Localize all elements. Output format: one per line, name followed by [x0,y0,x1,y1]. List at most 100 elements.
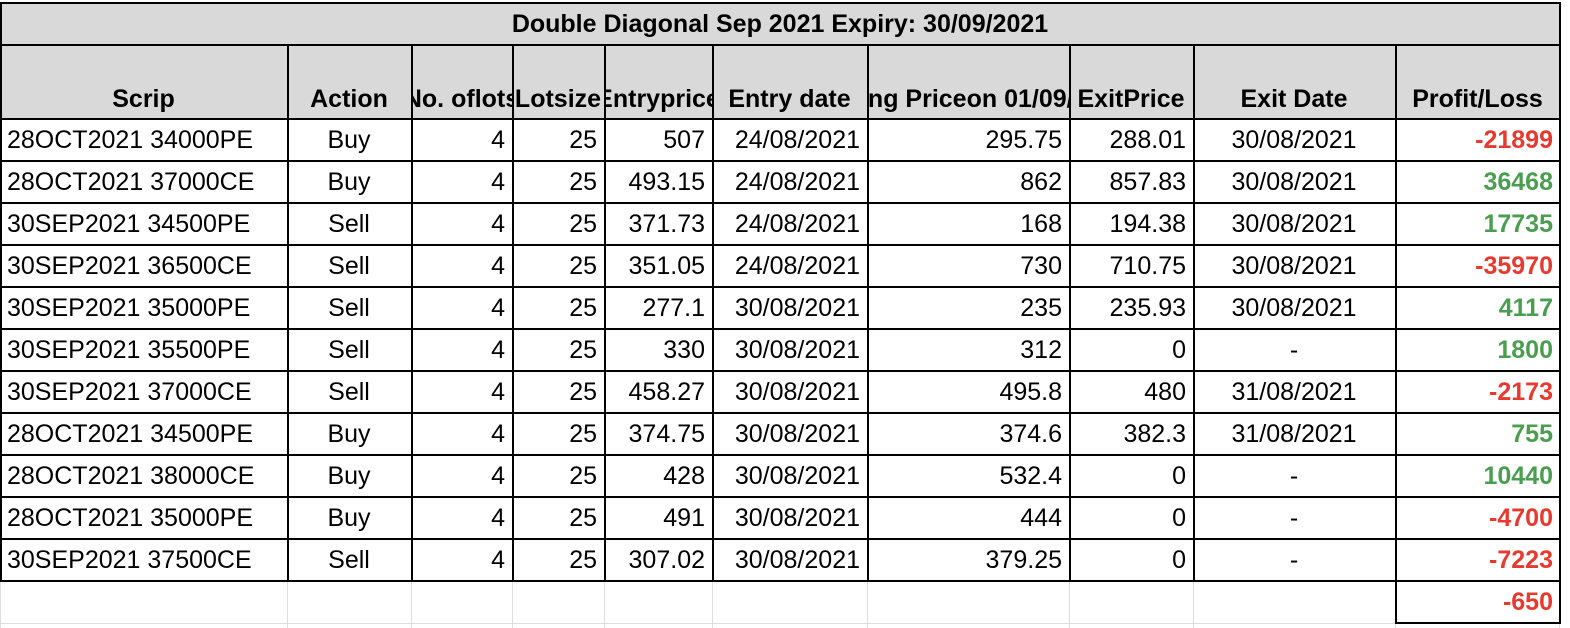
table-cell-exit-price[interactable]: 0 [1069,497,1193,539]
table-cell-scrip[interactable]: 30SEP2021 37000CE [0,371,287,413]
table-cell-entry-date[interactable]: 30/08/2021 [712,539,867,581]
table-cell-lots[interactable]: 4 [411,497,512,539]
table-cell-closing[interactable]: 730 [867,245,1069,287]
table-cell-lots[interactable]: 4 [411,329,512,371]
table-cell-scrip[interactable]: 28OCT2021 34500PE [0,413,287,455]
table-cell-action[interactable]: Sell [287,539,411,581]
table-cell-exit-date[interactable]: 30/08/2021 [1193,245,1395,287]
table-cell-pl[interactable]: -7223 [1395,539,1560,581]
table-cell-action[interactable]: Sell [287,371,411,413]
table-cell-closing[interactable]: 495.8 [867,371,1069,413]
table-cell-entry-price[interactable]: 351.05 [604,245,712,287]
table-cell-pl[interactable]: 755 [1395,413,1560,455]
table-cell-scrip[interactable]: 28OCT2021 34000PE [0,119,287,161]
table-cell-exit-price[interactable]: 0 [1069,455,1193,497]
table-cell-action[interactable]: Sell [287,245,411,287]
table-cell-entry-price[interactable]: 493.15 [604,161,712,203]
table-cell-entry-price[interactable]: 371.73 [604,203,712,245]
table-cell-closing[interactable]: 532.4 [867,455,1069,497]
table-cell-entry-date[interactable]: 24/08/2021 [712,161,867,203]
header-entry-date[interactable]: Entry date [712,45,867,119]
table-cell-exit-date[interactable]: - [1193,329,1395,371]
table-cell-lots[interactable]: 4 [411,371,512,413]
table-cell-exit-date[interactable]: 31/08/2021 [1193,371,1395,413]
total-profit-loss[interactable]: -650 [1395,581,1560,623]
table-cell-lot-size[interactable]: 25 [512,245,604,287]
table-cell-exit-price[interactable]: 0 [1069,539,1193,581]
table-cell-pl[interactable]: -35970 [1395,245,1560,287]
table-cell-action[interactable]: Buy [287,455,411,497]
table-cell-entry-date[interactable]: 30/08/2021 [712,455,867,497]
table-cell-pl[interactable]: 1800 [1395,329,1560,371]
table-cell-entry-date[interactable]: 24/08/2021 [712,203,867,245]
header-no-of-lots[interactable]: No. oflots [411,45,512,119]
table-cell-lot-size[interactable]: 25 [512,371,604,413]
table-cell-closing[interactable]: 235 [867,287,1069,329]
table-cell-exit-price[interactable]: 288.01 [1069,119,1193,161]
table-cell-lots[interactable]: 4 [411,539,512,581]
table-cell-entry-date[interactable]: 30/08/2021 [712,371,867,413]
table-cell-closing[interactable]: 295.75 [867,119,1069,161]
table-cell-entry-date[interactable]: 24/08/2021 [712,119,867,161]
table-cell-lot-size[interactable]: 25 [512,455,604,497]
table-cell-scrip[interactable]: 30SEP2021 36500CE [0,245,287,287]
table-cell-entry-price[interactable]: 491 [604,497,712,539]
table-cell-action[interactable]: Buy [287,413,411,455]
table-cell-scrip[interactable]: 28OCT2021 35000PE [0,497,287,539]
table-cell-lot-size[interactable]: 25 [512,287,604,329]
table-cell-entry-date[interactable]: 30/08/2021 [712,287,867,329]
table-cell-exit-date[interactable]: 30/08/2021 [1193,287,1395,329]
header-entry-price[interactable]: Entryprice [604,45,712,119]
header-scrip[interactable]: Scrip [0,45,287,119]
table-cell-exit-price[interactable]: 857.83 [1069,161,1193,203]
table-cell-scrip[interactable]: 30SEP2021 37500CE [0,539,287,581]
table-cell-entry-date[interactable]: 30/08/2021 [712,413,867,455]
table-cell-exit-date[interactable]: 30/08/2021 [1193,119,1395,161]
table-cell-closing[interactable]: 168 [867,203,1069,245]
table-cell-entry-price[interactable]: 277.1 [604,287,712,329]
table-cell-lots[interactable]: 4 [411,413,512,455]
table-cell-action[interactable]: Sell [287,203,411,245]
table-cell-lots[interactable]: 4 [411,455,512,497]
table-cell-closing[interactable]: 312 [867,329,1069,371]
table-cell-exit-price[interactable]: 710.75 [1069,245,1193,287]
table-cell-closing[interactable]: 379.25 [867,539,1069,581]
table-cell-entry-price[interactable]: 374.75 [604,413,712,455]
table-cell-action[interactable]: Sell [287,287,411,329]
table-cell-lot-size[interactable]: 25 [512,329,604,371]
table-cell-exit-price[interactable]: 382.3 [1069,413,1193,455]
table-cell-entry-price[interactable]: 307.02 [604,539,712,581]
table-cell-lots[interactable]: 4 [411,287,512,329]
table-cell-lot-size[interactable]: 25 [512,539,604,581]
table-cell-pl[interactable]: -21899 [1395,119,1560,161]
table-cell-entry-date[interactable]: 30/08/2021 [712,329,867,371]
table-cell-action[interactable]: Sell [287,329,411,371]
header-lot-size[interactable]: Lot size [512,45,604,119]
header-exit-date[interactable]: Exit Date [1193,45,1395,119]
table-cell-lot-size[interactable]: 25 [512,161,604,203]
table-cell-pl[interactable]: 17735 [1395,203,1560,245]
table-cell-exit-date[interactable]: - [1193,455,1395,497]
table-cell-action[interactable]: Buy [287,119,411,161]
table-cell-lots[interactable]: 4 [411,161,512,203]
table-cell-exit-date[interactable]: 31/08/2021 [1193,413,1395,455]
table-cell-closing[interactable]: 862 [867,161,1069,203]
table-cell-scrip[interactable]: 28OCT2021 37000CE [0,161,287,203]
table-cell-lot-size[interactable]: 25 [512,119,604,161]
table-cell-entry-price[interactable]: 458.27 [604,371,712,413]
table-cell-entry-price[interactable]: 330 [604,329,712,371]
table-cell-scrip[interactable]: 30SEP2021 35500PE [0,329,287,371]
table-cell-exit-price[interactable]: 235.93 [1069,287,1193,329]
table-cell-entry-price[interactable]: 428 [604,455,712,497]
table-cell-action[interactable]: Buy [287,497,411,539]
table-cell-lot-size[interactable]: 25 [512,497,604,539]
table-cell-pl[interactable]: 10440 [1395,455,1560,497]
table-cell-lot-size[interactable]: 25 [512,203,604,245]
table-cell-pl[interactable]: 4117 [1395,287,1560,329]
table-cell-entry-price[interactable]: 507 [604,119,712,161]
header-profit-loss[interactable]: Profit/Loss [1395,45,1560,119]
table-cell-lot-size[interactable]: 25 [512,413,604,455]
table-cell-exit-date[interactable]: - [1193,539,1395,581]
header-exit-price[interactable]: Exit Price [1069,45,1193,119]
